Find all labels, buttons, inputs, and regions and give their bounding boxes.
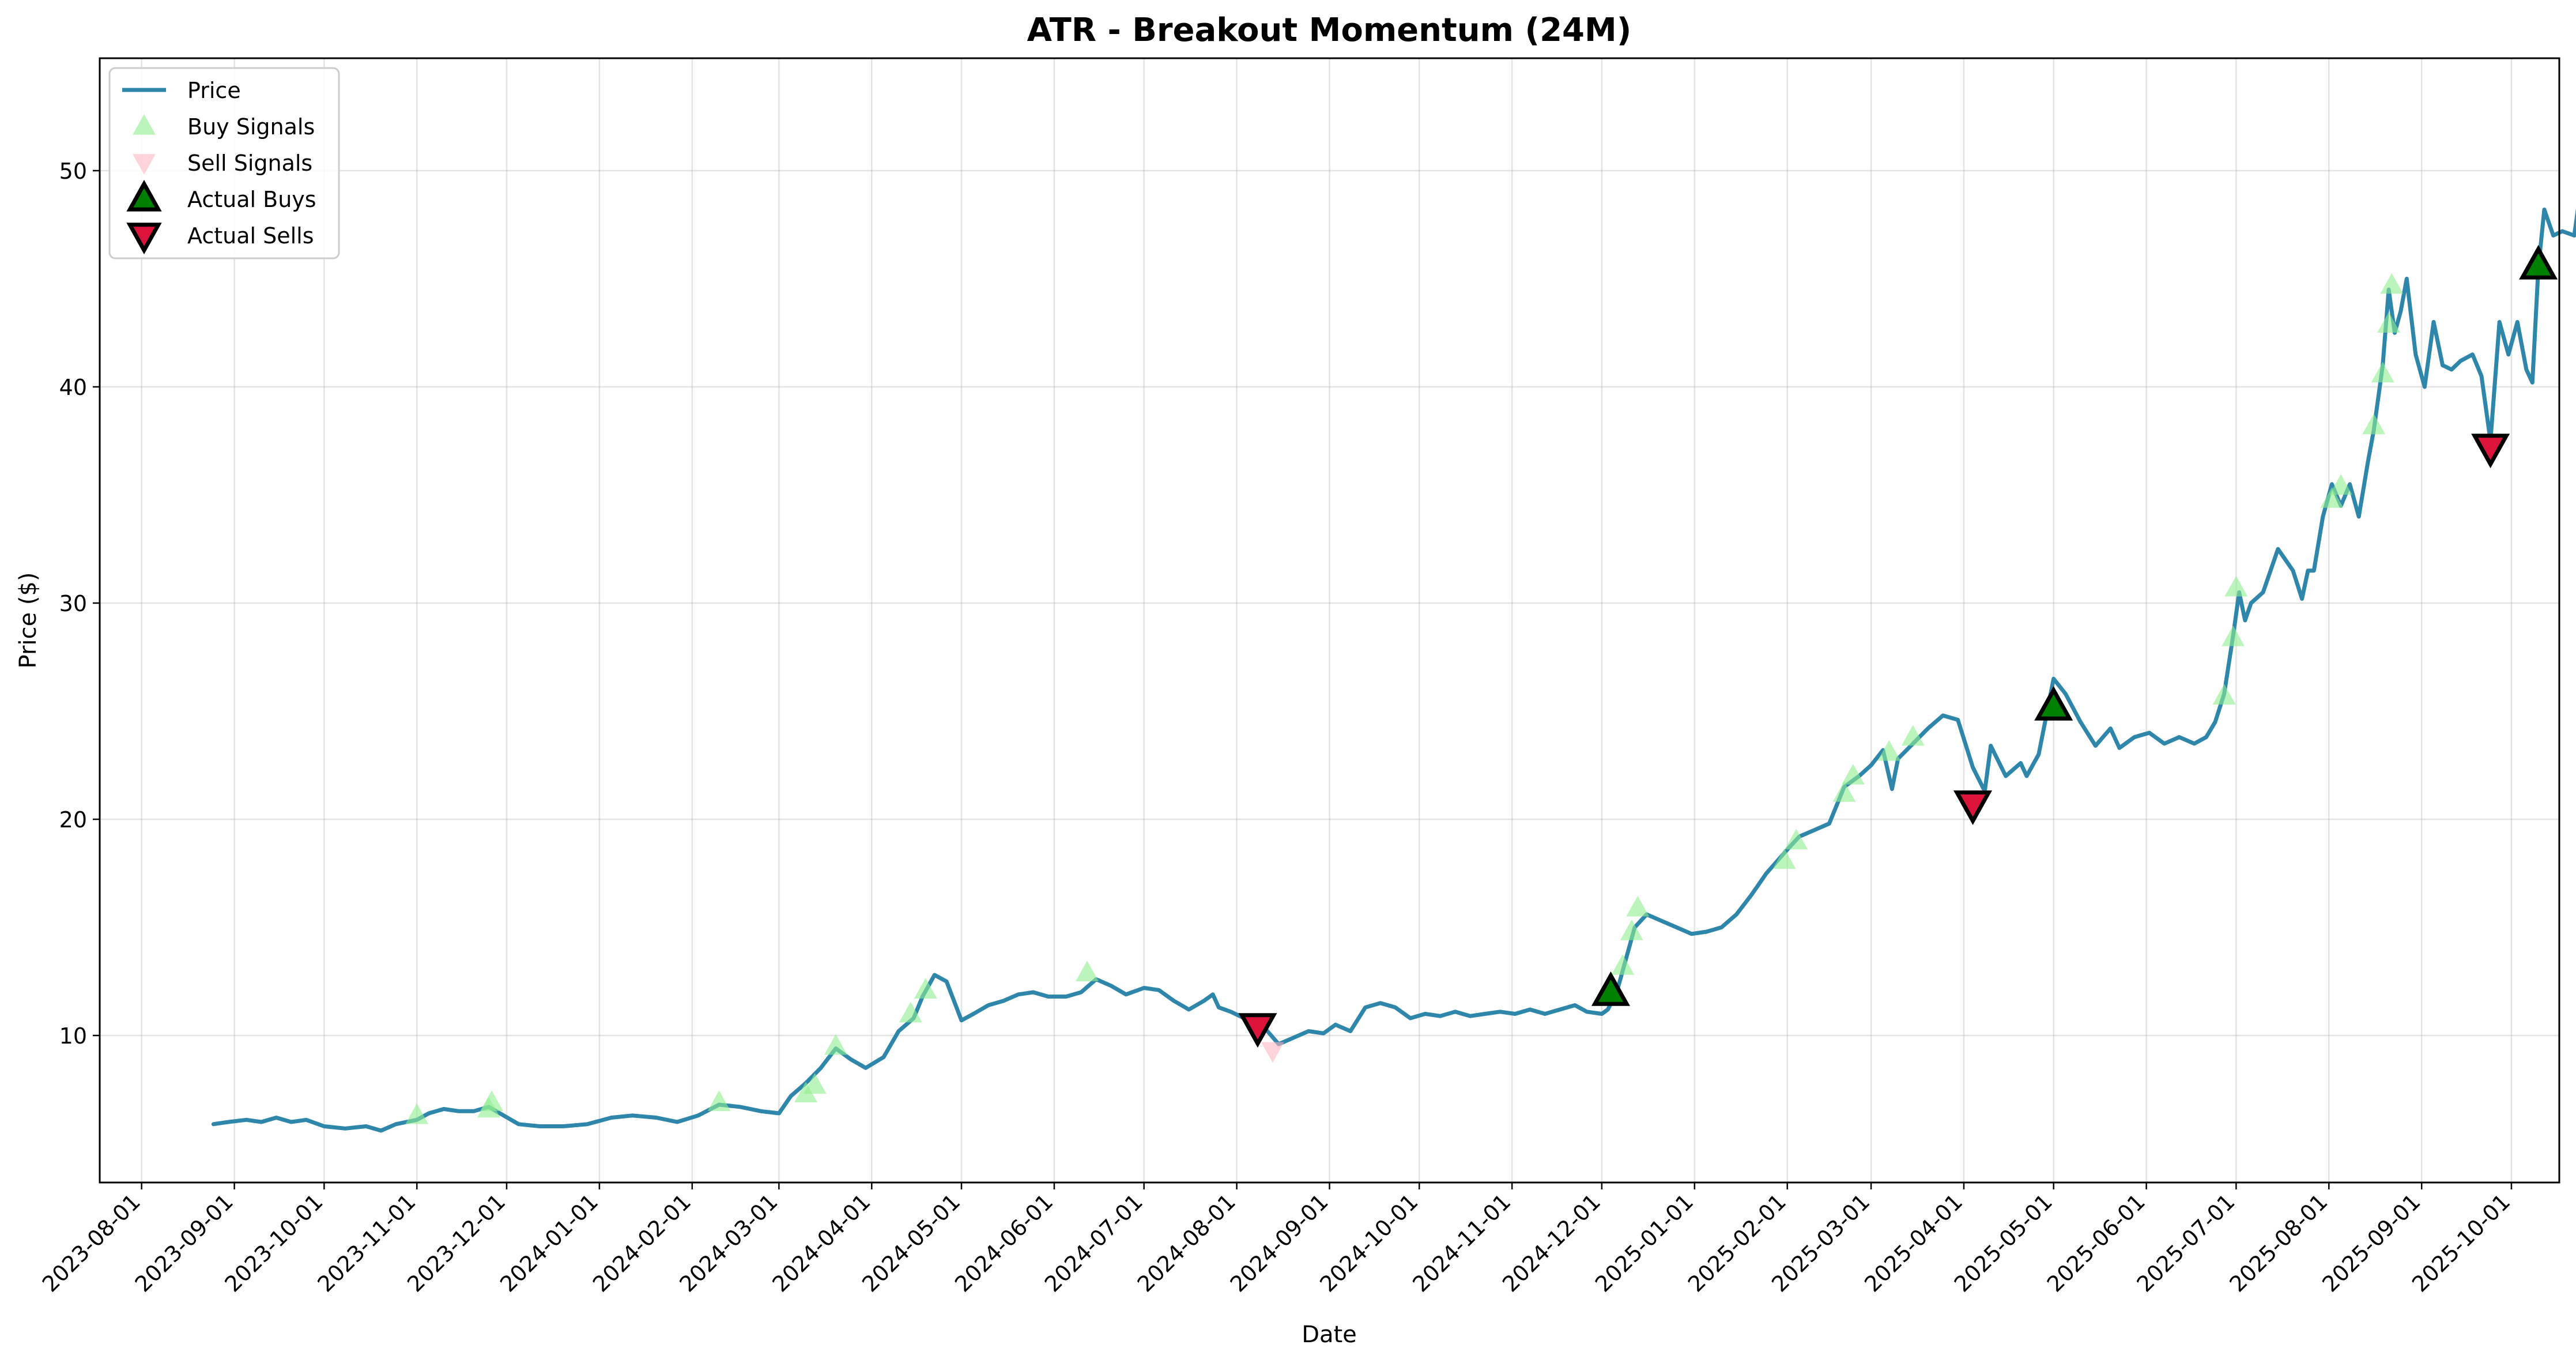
buy-signal-marker <box>405 1103 429 1124</box>
buy-signal-marker <box>803 1073 827 1094</box>
buy-signal-marker <box>2380 273 2404 294</box>
buy-signal-marker <box>1611 954 1635 975</box>
sell-signal-marker <box>1261 1042 1284 1063</box>
legend-swatch-actual-buy <box>126 179 162 212</box>
buy-signal-marker <box>707 1090 731 1111</box>
actual-buy-marker <box>2519 244 2558 280</box>
buy-signal-marker <box>2377 312 2401 333</box>
legend-swatch-buy-signal <box>133 114 156 135</box>
y-tick-label: 40 <box>59 375 87 400</box>
legend-label: Price <box>187 78 241 103</box>
legend-label: Actual Buys <box>187 187 316 212</box>
legend-box <box>108 67 340 259</box>
legend-label: Actual Sells <box>187 223 314 248</box>
legend-swatch-actual-sell <box>126 223 162 255</box>
legend: Price Buy Signals Sell Signals Actual Buys A… <box>108 67 340 259</box>
buy-signal-marker <box>1901 725 1925 746</box>
buy-signal-marker <box>1785 829 1808 850</box>
buy-signal-marker <box>899 1001 922 1023</box>
actual-sell-marker <box>2471 434 2510 469</box>
buy-signal-marker <box>480 1090 503 1111</box>
signal-markers <box>405 244 2558 1124</box>
buy-signal-marker <box>2329 474 2352 495</box>
y-tick-label: 30 <box>59 591 87 616</box>
grid <box>100 58 2559 1183</box>
buy-signal-marker <box>2224 575 2248 597</box>
actual-buy-marker <box>2034 686 2073 721</box>
actual-buy-marker <box>1591 971 1630 1006</box>
legend-label: Sell Signals <box>187 150 312 176</box>
buy-signal-marker <box>2362 413 2386 435</box>
buy-signal-marker <box>2320 487 2344 508</box>
x-axis-label: Date <box>1302 1321 1357 1348</box>
chart-title: ATR - Breakout Momentum (24M) <box>1027 12 1632 49</box>
buy-signal-marker <box>1076 961 1099 981</box>
y-tick-label: 20 <box>59 807 87 833</box>
buy-signal-marker <box>1877 740 1901 761</box>
buy-signal-marker <box>1842 764 1865 785</box>
buy-signal-marker <box>1626 895 1650 917</box>
buy-signal-marker <box>824 1034 847 1055</box>
y-tick-label: 10 <box>59 1023 87 1049</box>
actual-sell-marker <box>1953 790 1993 825</box>
buy-signal-marker <box>914 978 937 999</box>
legend-swatch-sell-signal <box>133 154 156 175</box>
y-axis-label: Price ($) <box>15 573 42 669</box>
y-tick-label: 50 <box>59 159 87 184</box>
buy-signal-marker <box>2212 684 2236 705</box>
buy-signal-marker <box>2222 626 2245 646</box>
buy-signal-marker <box>1620 920 1643 940</box>
buy-signal-marker <box>1832 781 1856 802</box>
buy-signal-marker <box>1772 848 1796 869</box>
actual-sell-marker <box>1238 1013 1277 1048</box>
y-axis-ticks: 10 20 30 40 50 <box>59 159 100 1049</box>
legend-label: Buy Signals <box>187 114 315 140</box>
buy-signal-marker <box>2371 361 2394 383</box>
